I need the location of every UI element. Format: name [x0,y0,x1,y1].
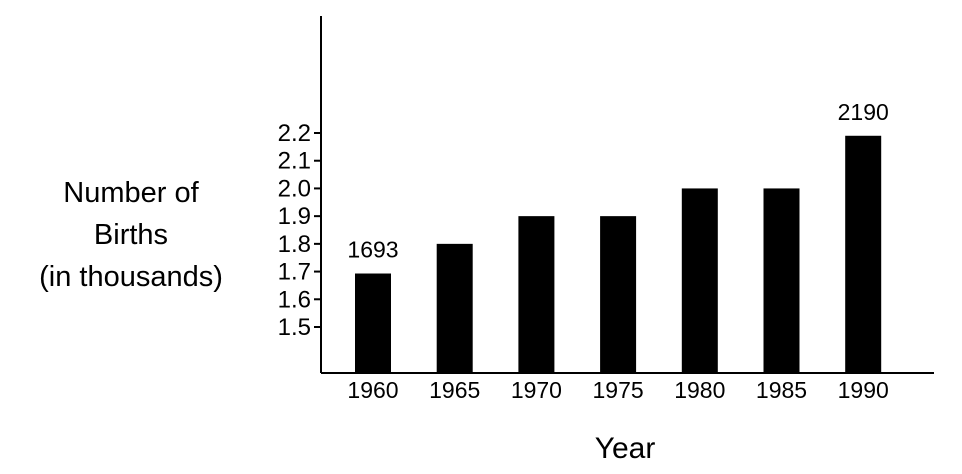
data-label-1990: 2190 [838,99,889,125]
y-tick-label: 1.7 [278,259,311,286]
data-labels: 1693 2190 [347,99,888,263]
y-axis-label-line-3: (in thousands) [39,261,223,293]
bar-1980 [681,188,718,373]
x-tick-labels: 1960 1965 1970 1975 1980 1985 1990 [347,377,888,403]
y-axis-label: Number of Births (in thousands) [0,172,262,298]
y-tick-label: 2.0 [278,175,311,202]
y-axis-label-line-1: Number of [63,177,199,209]
y-ticks: 1.51.61.71.81.92.02.12.2 [278,120,321,341]
bar-1975 [600,216,637,373]
x-tick-label: 1990 [838,377,889,403]
bars [355,135,882,373]
y-tick-label: 2.1 [278,148,311,175]
x-tick-label: 1975 [593,377,644,403]
y-axis-label-line-2: Births [93,219,169,251]
y-tick-label: 1.5 [278,314,311,341]
bar-1970 [518,216,555,373]
x-tick-label: 1970 [511,377,562,403]
y-tick-label: 1.6 [278,286,311,313]
bar-1990 [845,135,882,373]
data-label-1960: 1693 [347,237,398,263]
y-tick-label: 2.2 [278,120,311,147]
bar-1960 [355,273,391,373]
x-axis-label: Year [594,432,656,465]
x-tick-label: 1960 [347,377,398,403]
x-tick-label: 1985 [756,377,807,403]
bar-1985 [763,188,800,373]
x-tick-label: 1980 [674,377,725,403]
x-tick-label: 1965 [429,377,480,403]
bar-1965 [436,243,473,373]
y-tick-label: 1.9 [278,203,311,230]
y-tick-label: 1.8 [278,231,311,258]
